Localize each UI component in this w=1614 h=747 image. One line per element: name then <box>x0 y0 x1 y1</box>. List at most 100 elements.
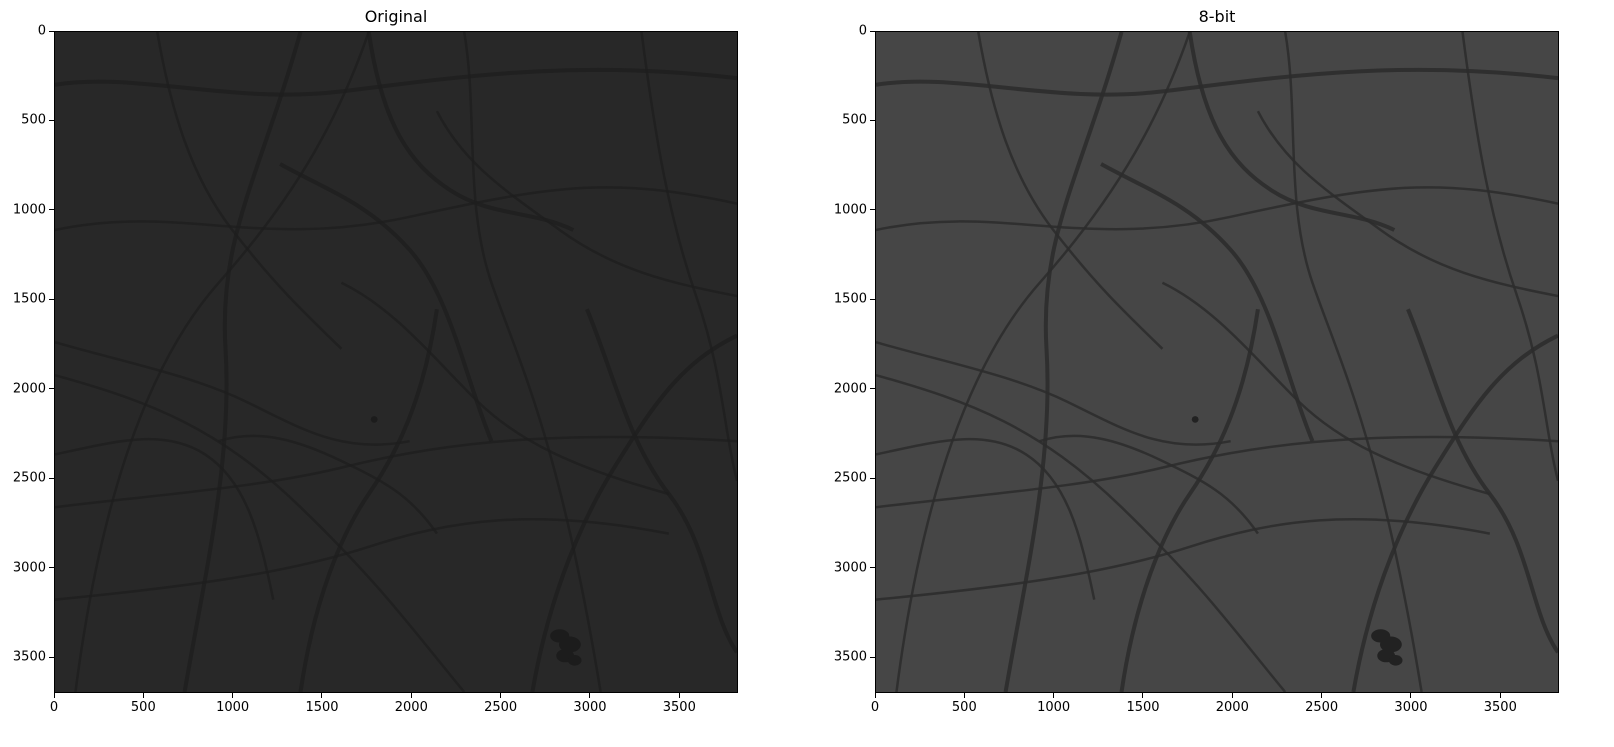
8-bit-x-tick <box>1321 693 1323 698</box>
original-x-tick <box>678 693 680 698</box>
original-image <box>54 31 738 693</box>
8-bit-particle-cluster <box>1388 655 1403 666</box>
original-fiber <box>587 309 737 652</box>
8-bit-fiber <box>1463 32 1558 481</box>
original-fiber <box>55 437 737 507</box>
original-title: Original <box>364 7 428 26</box>
original-fiber <box>369 32 574 230</box>
8-bit-y-tick-label: 500 <box>842 112 867 128</box>
original-fiber <box>55 439 273 599</box>
original-x-tick-label: 3000 <box>573 700 607 715</box>
8-bit-x-tick-label: 3500 <box>1483 700 1517 715</box>
8-bit-fiber <box>896 32 1189 692</box>
8-bit-y-tick-label: 3000 <box>833 560 867 576</box>
8-bit-y-tick <box>870 119 875 121</box>
original-y-tick-label: 3500 <box>12 649 46 665</box>
8-bit-fiber <box>876 519 1490 599</box>
original-background <box>55 32 737 692</box>
8-bit-y-tick-label: 2500 <box>833 470 867 486</box>
original-fiber <box>280 164 491 441</box>
original-fiber <box>301 309 437 692</box>
8-bit-y-tick <box>870 656 875 658</box>
8-bit-x-tick <box>1053 693 1055 698</box>
original-fiber <box>157 32 341 349</box>
8-bit-y-tick <box>870 567 875 569</box>
8-bit-y-tick-label: 0 <box>858 23 867 39</box>
original-fiber <box>464 32 600 692</box>
original-fiber <box>341 283 668 494</box>
8-bit-fiber <box>1101 164 1312 441</box>
original-fiber <box>219 436 437 534</box>
original-particle <box>370 416 378 423</box>
original-fiber <box>532 336 737 692</box>
original-x-tick <box>321 693 323 698</box>
8-bit-fiber <box>876 187 1558 230</box>
8-bit-y-tick-label: 1500 <box>833 291 867 307</box>
original-y-tick <box>49 209 54 211</box>
original-x-tick <box>500 693 502 698</box>
8-bit-x-tick <box>963 693 965 698</box>
8-bit-x-tick <box>1231 693 1233 698</box>
original-fiber <box>55 70 737 95</box>
8-bit-y-tick <box>870 298 875 300</box>
original-x-tick-label: 2000 <box>394 700 428 715</box>
original-fiber <box>55 342 410 445</box>
8-bit-fiber <box>1040 436 1258 534</box>
original-y-tick <box>49 388 54 390</box>
original-y-tick-label: 500 <box>21 112 46 128</box>
original-fiber <box>642 32 737 481</box>
original-x-tick <box>232 693 234 698</box>
original-x-tick <box>142 693 144 698</box>
8-bit-fiber <box>1353 336 1558 692</box>
original-y-tick <box>49 477 54 479</box>
8-bit-x-tick-label: 1500 <box>1126 700 1160 715</box>
8-bit-fiber <box>1162 283 1489 494</box>
original-y-tick-label: 1000 <box>12 202 46 218</box>
8-bit-x-tick-label: 1000 <box>1037 700 1071 715</box>
8-bit-fiber <box>876 437 1558 507</box>
original-y-tick <box>49 30 54 32</box>
8-bit-fiber <box>876 439 1094 599</box>
original-x-tick-label: 3500 <box>662 700 696 715</box>
original-y-tick-label: 2000 <box>12 381 46 397</box>
8-bit-fiber <box>876 342 1231 445</box>
original-micrograph <box>55 32 737 692</box>
original-fiber <box>55 519 669 599</box>
8-bit-background <box>876 32 1558 692</box>
8-bit-fiber <box>876 375 1285 692</box>
original-y-tick <box>49 567 54 569</box>
8-bit-x-tick <box>874 693 876 698</box>
original-fiber <box>55 187 737 230</box>
original-y-tick-label: 3000 <box>12 560 46 576</box>
8-bit-fiber <box>978 32 1162 349</box>
8-bit-fiber <box>1258 111 1558 296</box>
original-particle-cluster <box>567 655 582 666</box>
8-bit-y-tick <box>870 30 875 32</box>
8-bit-x-tick <box>1410 693 1412 698</box>
original-y-tick-label: 2500 <box>12 470 46 486</box>
8-bit-title: 8-bit <box>1198 7 1236 26</box>
8-bit-image <box>875 31 1559 693</box>
8-bit-y-tick <box>870 209 875 211</box>
original-y-tick <box>49 656 54 658</box>
8-bit-y-tick <box>870 388 875 390</box>
8-bit-y-tick-label: 3500 <box>833 649 867 665</box>
original-x-tick-label: 500 <box>130 700 156 715</box>
original-y-tick-label: 1500 <box>12 291 46 307</box>
8-bit-fiber <box>1190 32 1395 230</box>
original-x-tick <box>53 693 55 698</box>
8-bit-x-tick-label: 2500 <box>1305 700 1339 715</box>
original-x-tick-label: 2500 <box>484 700 518 715</box>
8-bit-x-tick <box>1499 693 1501 698</box>
8-bit-particle-cluster <box>1379 636 1402 653</box>
8-bit-y-tick-label: 1000 <box>833 202 867 218</box>
original-x-tick <box>589 693 591 698</box>
original-x-tick-label: 1500 <box>305 700 339 715</box>
8-bit-particle <box>1191 416 1199 423</box>
original-x-tick-label: 1000 <box>216 700 250 715</box>
8-bit-fiber <box>1408 309 1558 652</box>
8-bit-micrograph <box>876 32 1558 692</box>
original-fiber <box>55 375 464 692</box>
original-particle-cluster <box>558 636 581 653</box>
